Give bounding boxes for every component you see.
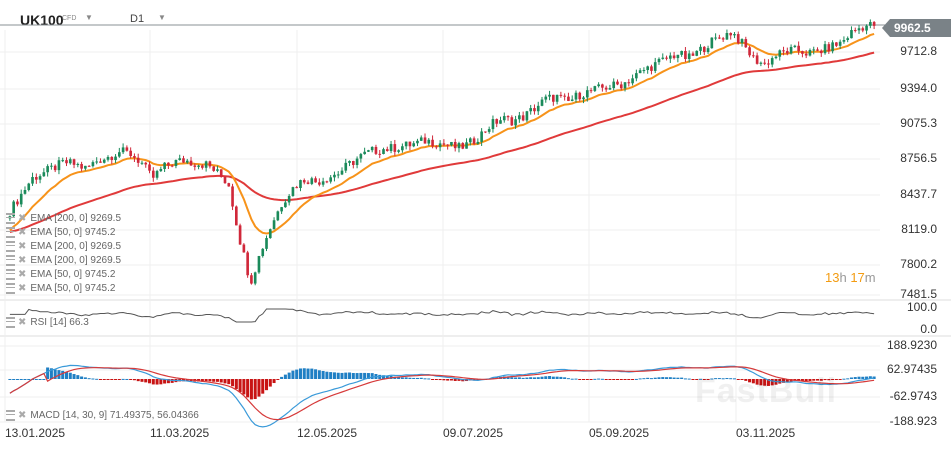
close-icon[interactable]: ✖ (18, 317, 27, 329)
countdown-hours-unit: h (839, 270, 847, 285)
ema-legend-label: EMA [50, 0] 9745.2 (30, 283, 116, 295)
current-price-tag: 9962.5 (882, 19, 951, 37)
close-icon[interactable]: ✖ (18, 241, 27, 253)
chart-header: UK100 CFD ▼ D1 ▼ (0, 0, 951, 30)
macd-tick: -188.923 (889, 414, 937, 428)
timeframe-dropdown-icon[interactable]: ▼ (158, 13, 166, 22)
ema-legend-row: ✖ EMA [50, 0] 9745.2 (6, 269, 115, 280)
rsi-legend-label: RSI [14] 66.3 (30, 317, 89, 329)
symbol-dropdown-icon[interactable]: ▼ (85, 13, 93, 22)
close-icon[interactable]: ✖ (18, 255, 27, 267)
ema-legend-row: ✖ EMA [50, 0] 9745.2 (6, 227, 115, 238)
close-icon[interactable]: ✖ (18, 410, 27, 422)
settings-icon[interactable] (6, 241, 15, 252)
close-icon[interactable]: ✖ (18, 213, 27, 225)
symbol-type-label: CFD (62, 15, 77, 22)
ema-legend-row: ✖ EMA [200, 0] 9269.5 (6, 255, 121, 266)
date-tick: 09.07.2025 (443, 426, 504, 440)
symbol-selector[interactable]: UK100 (20, 12, 64, 28)
price-tick: 8119.0 (901, 222, 937, 236)
macd-tick: 62.97435 (886, 362, 937, 376)
price-tick: 7800.2 (900, 257, 937, 271)
settings-icon[interactable] (6, 317, 15, 328)
ema-legend-label: EMA [200, 0] 9269.5 (30, 255, 122, 267)
date-tick: 05.09.2025 (589, 426, 650, 440)
date-tick: 03.11.2025 (736, 426, 796, 440)
price-tick: 8437.7 (900, 187, 937, 201)
ema-legend-label: EMA [200, 0] 9269.5 (30, 241, 122, 253)
close-icon[interactable]: ✖ (18, 269, 27, 281)
ema-legend-label: EMA [200, 0] 9269.5 (30, 213, 122, 225)
price-tick: 9075.3 (900, 116, 937, 130)
price-tick: 9394.0 (900, 81, 937, 95)
ema-legend-row: ✖ EMA [50, 0] 9745.2 (6, 283, 115, 294)
settings-icon[interactable] (6, 255, 15, 266)
price-tick: 7481.5 (900, 287, 937, 301)
countdown-minutes: 17 (850, 270, 865, 285)
close-icon[interactable]: ✖ (18, 283, 27, 295)
macd-legend-label: MACD [14, 30, 9] 71.49375, 56.04366 (30, 410, 199, 422)
macd-tick: -62.9743 (889, 389, 937, 403)
settings-icon[interactable] (6, 213, 15, 224)
settings-icon[interactable] (6, 283, 15, 294)
timeframe-selector[interactable]: D1 (130, 13, 145, 25)
rsi-tick: 100.0 (906, 300, 937, 314)
rsi-tick: 0.0 (920, 322, 937, 336)
close-icon[interactable]: ✖ (18, 227, 27, 239)
ema-legend-label: EMA [50, 0] 9745.2 (30, 269, 116, 281)
rsi-legend: ✖ RSI [14] 66.3 (6, 317, 89, 328)
ema-legend-label: EMA [50, 0] 9745.2 (30, 227, 116, 239)
ema-legend-row: ✖ EMA [200, 0] 9269.5 (6, 213, 121, 224)
settings-icon[interactable] (6, 269, 15, 280)
settings-icon[interactable] (6, 227, 15, 238)
date-tick: 11.03.2025 (150, 426, 210, 440)
settings-icon[interactable] (6, 410, 15, 421)
ema-legend-row: ✖ EMA [200, 0] 9269.5 (6, 241, 121, 252)
macd-legend: ✖ MACD [14, 30, 9] 71.49375, 56.04366 (6, 410, 199, 421)
price-tick: 8756.5 (900, 151, 937, 165)
countdown-minutes-unit: m (864, 270, 876, 285)
price-tick: 9712.8 (900, 44, 937, 58)
watermark: FastBull (695, 372, 838, 410)
countdown-hours: 13 (825, 270, 840, 285)
macd-tick: 188.9230 (886, 338, 937, 352)
date-tick: 13.01.2025 (5, 426, 66, 440)
candle-countdown: 13h 17m (825, 270, 876, 285)
date-tick: 12.05.2025 (297, 426, 358, 440)
